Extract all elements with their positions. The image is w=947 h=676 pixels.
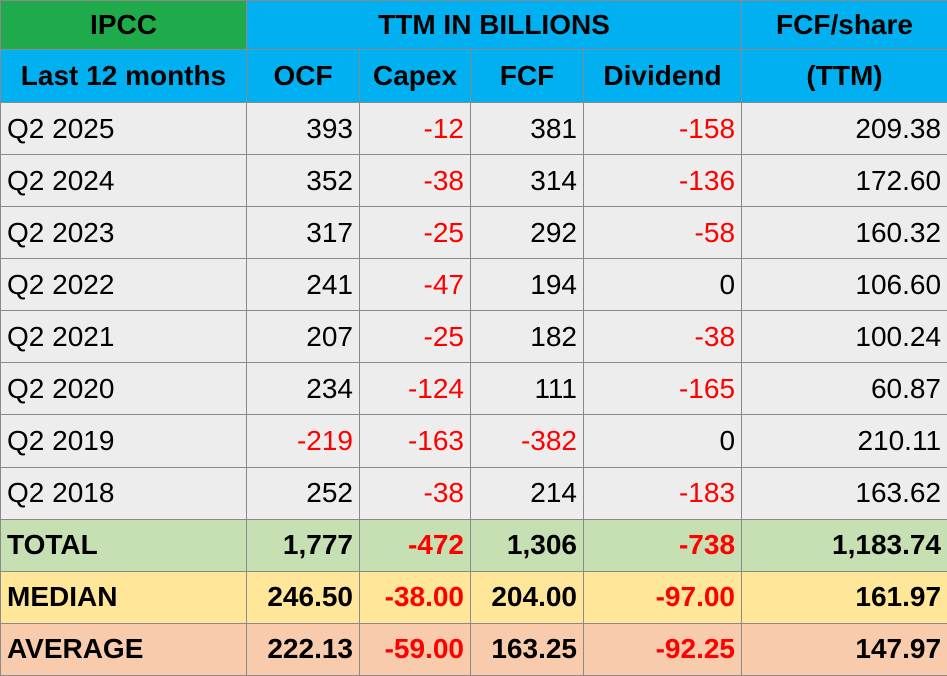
capex-cell: -25 <box>359 310 471 364</box>
fcf-share-cell: 160.32 <box>741 206 947 260</box>
capex-cell: -47 <box>359 258 471 312</box>
fcf-cell: 111 <box>470 362 584 416</box>
dividend-header: Dividend <box>582 49 743 103</box>
median-label: MEDIAN <box>0 570 247 624</box>
row-label: Q2 2020 <box>0 362 247 416</box>
ocf-cell: 393 <box>246 101 360 156</box>
table-row: Q2 2025 393 -12 381 -158 209.38 <box>0 101 947 156</box>
period-header: Last 12 months <box>0 49 247 103</box>
dividend-cell: 0 <box>582 258 743 312</box>
median-ocf-cell: 246.50 <box>246 570 360 624</box>
table-row: Q2 2024 352 -38 314 -136 172.60 <box>0 154 947 208</box>
total-fcf-share-cell: 1,183.74 <box>741 518 947 572</box>
capex-cell: -38 <box>359 466 471 520</box>
dividend-cell: -183 <box>582 466 743 520</box>
dividend-cell: -38 <box>582 310 743 364</box>
fcf-cell: 314 <box>470 154 584 208</box>
capex-cell: -38 <box>359 154 471 208</box>
ocf-cell: -219 <box>246 414 360 468</box>
median-fcf-share-cell: 161.97 <box>741 570 947 624</box>
capex-cell: -163 <box>359 414 471 468</box>
row-label: Q2 2025 <box>0 101 247 156</box>
ocf-cell: 317 <box>246 206 360 260</box>
table-row: Q2 2018 252 -38 214 -183 163.62 <box>0 466 947 520</box>
ocf-cell: 352 <box>246 154 360 208</box>
row-label: Q2 2019 <box>0 414 247 468</box>
average-ocf-cell: 222.13 <box>246 622 360 676</box>
median-dividend-cell: -97.00 <box>582 570 743 624</box>
median-fcf-cell: 204.00 <box>470 570 584 624</box>
total-fcf-cell: 1,306 <box>470 518 584 572</box>
fcf-share-cell: 100.24 <box>741 310 947 364</box>
table-row: Q2 2023 317 -25 292 -58 160.32 <box>0 206 947 260</box>
fcf-share-header: FCF/share <box>741 0 947 50</box>
dividend-cell: -158 <box>582 101 743 156</box>
table-row: Q2 2020 234 -124 111 -165 60.87 <box>0 362 947 416</box>
capex-cell: -12 <box>359 101 471 156</box>
ocf-header: OCF <box>246 49 360 103</box>
group-header: TTM IN BILLIONS <box>245 0 743 50</box>
total-capex-cell: -472 <box>359 518 471 572</box>
row-label: Q2 2021 <box>0 310 247 364</box>
capex-cell: -124 <box>359 362 471 416</box>
dividend-cell: -136 <box>582 154 743 208</box>
average-label: AVERAGE <box>0 622 247 676</box>
corner-header: IPCC <box>0 0 247 50</box>
median-row: MEDIAN 246.50 -38.00 204.00 -97.00 161.97 <box>0 570 947 624</box>
ocf-cell: 234 <box>246 362 360 416</box>
row-label: Q2 2023 <box>0 206 247 260</box>
fcf-cell: 292 <box>470 206 584 260</box>
average-fcf-share-cell: 147.97 <box>741 622 947 676</box>
total-row: TOTAL 1,777 -472 1,306 -738 1,183.74 <box>0 518 947 572</box>
dividend-cell: -58 <box>582 206 743 260</box>
fcf-cell: -382 <box>470 414 584 468</box>
capex-header: Capex <box>359 49 471 103</box>
total-dividend-cell: -738 <box>582 518 743 572</box>
average-dividend-cell: -92.25 <box>582 622 743 676</box>
dividend-cell: -165 <box>582 362 743 416</box>
row-label: Q2 2018 <box>0 466 247 520</box>
ocf-cell: 241 <box>246 258 360 312</box>
fcf-share-cell: 172.60 <box>741 154 947 208</box>
fcf-cell: 381 <box>470 101 584 156</box>
fcf-share-cell: 163.62 <box>741 466 947 520</box>
fcf-header: FCF <box>470 49 584 103</box>
ocf-cell: 252 <box>246 466 360 520</box>
median-capex-cell: -38.00 <box>359 570 471 624</box>
row-label: Q2 2024 <box>0 154 247 208</box>
fcf-cell: 182 <box>470 310 584 364</box>
total-ocf-cell: 1,777 <box>246 518 360 572</box>
fcf-share-cell: 210.11 <box>741 414 947 468</box>
table-row: Q2 2021 207 -25 182 -38 100.24 <box>0 310 947 364</box>
ocf-cell: 207 <box>246 310 360 364</box>
average-fcf-cell: 163.25 <box>470 622 584 676</box>
capex-cell: -25 <box>359 206 471 260</box>
dividend-cell: 0 <box>582 414 743 468</box>
table-row: Q2 2019 -219 -163 -382 0 210.11 <box>0 414 947 468</box>
fcf-share-cell: 60.87 <box>741 362 947 416</box>
fcf-cell: 194 <box>470 258 584 312</box>
fcf-share-cell: 106.60 <box>741 258 947 312</box>
table-row: Q2 2022 241 -47 194 0 106.60 <box>0 258 947 312</box>
average-capex-cell: -59.00 <box>359 622 471 676</box>
fcf-share-subheader: (TTM) <box>741 49 947 103</box>
average-row: AVERAGE 222.13 -59.00 163.25 -92.25 147.97 <box>0 622 947 676</box>
row-label: Q2 2022 <box>0 258 247 312</box>
fcf-cell: 214 <box>470 466 584 520</box>
fcf-share-cell: 209.38 <box>741 101 947 156</box>
total-label: TOTAL <box>0 518 247 572</box>
